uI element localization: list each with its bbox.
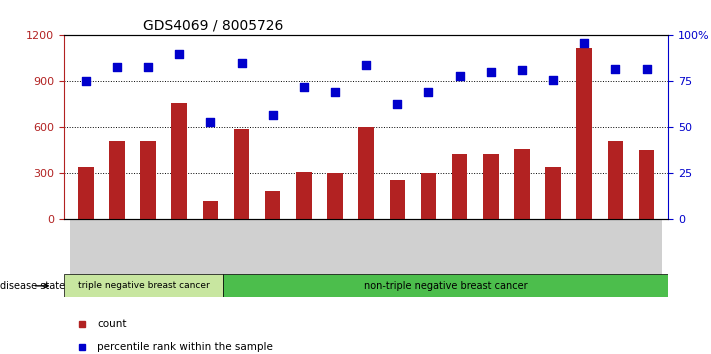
Bar	[132, 219, 164, 284]
FancyBboxPatch shape	[223, 274, 668, 297]
Bar	[514, 149, 530, 219]
Text: count: count	[97, 319, 127, 329]
Bar	[319, 219, 351, 284]
Bar	[351, 219, 382, 284]
Point	[329, 90, 341, 95]
Point	[298, 84, 309, 90]
Bar	[164, 219, 195, 284]
Point	[454, 73, 465, 79]
Bar	[203, 201, 218, 219]
Point	[392, 101, 403, 106]
Bar	[70, 219, 102, 284]
Point	[485, 69, 496, 75]
Point	[80, 79, 92, 84]
Bar	[226, 219, 257, 284]
Point	[423, 90, 434, 95]
Bar	[382, 219, 413, 284]
Bar	[569, 219, 600, 284]
FancyBboxPatch shape	[64, 274, 223, 297]
Bar	[600, 219, 631, 284]
Bar	[171, 103, 187, 219]
Bar	[413, 219, 444, 284]
Bar	[102, 219, 132, 284]
Bar	[506, 219, 538, 284]
Text: non-triple negative breast cancer: non-triple negative breast cancer	[364, 281, 528, 291]
Point	[173, 51, 185, 57]
Text: triple negative breast cancer: triple negative breast cancer	[77, 281, 209, 290]
Bar	[234, 129, 250, 219]
Point	[360, 62, 372, 68]
Text: GDS4069 / 8005726: GDS4069 / 8005726	[142, 19, 283, 33]
Bar	[483, 154, 498, 219]
Bar	[475, 219, 506, 284]
Bar	[78, 167, 94, 219]
Bar	[109, 141, 124, 219]
Bar	[444, 219, 475, 284]
Point	[579, 40, 590, 46]
Bar	[265, 191, 281, 219]
Point	[267, 112, 279, 118]
Point	[547, 77, 559, 82]
Bar	[288, 219, 319, 284]
Bar	[545, 167, 561, 219]
Bar	[140, 141, 156, 219]
Bar	[257, 219, 288, 284]
Point	[142, 64, 154, 69]
Bar	[296, 172, 311, 219]
Bar	[451, 154, 467, 219]
Bar	[327, 173, 343, 219]
Point	[610, 66, 621, 72]
Bar	[421, 173, 437, 219]
Bar	[358, 127, 374, 219]
Bar	[577, 48, 592, 219]
Bar	[390, 179, 405, 219]
Bar	[538, 219, 569, 284]
Bar	[608, 141, 623, 219]
Point	[236, 60, 247, 66]
Bar	[638, 150, 654, 219]
Point	[641, 66, 652, 72]
Point	[111, 64, 122, 69]
Text: disease state: disease state	[0, 281, 65, 291]
Point	[516, 68, 528, 73]
Bar	[195, 219, 226, 284]
Point	[205, 119, 216, 125]
Bar	[631, 219, 662, 284]
Text: percentile rank within the sample: percentile rank within the sample	[97, 342, 273, 352]
